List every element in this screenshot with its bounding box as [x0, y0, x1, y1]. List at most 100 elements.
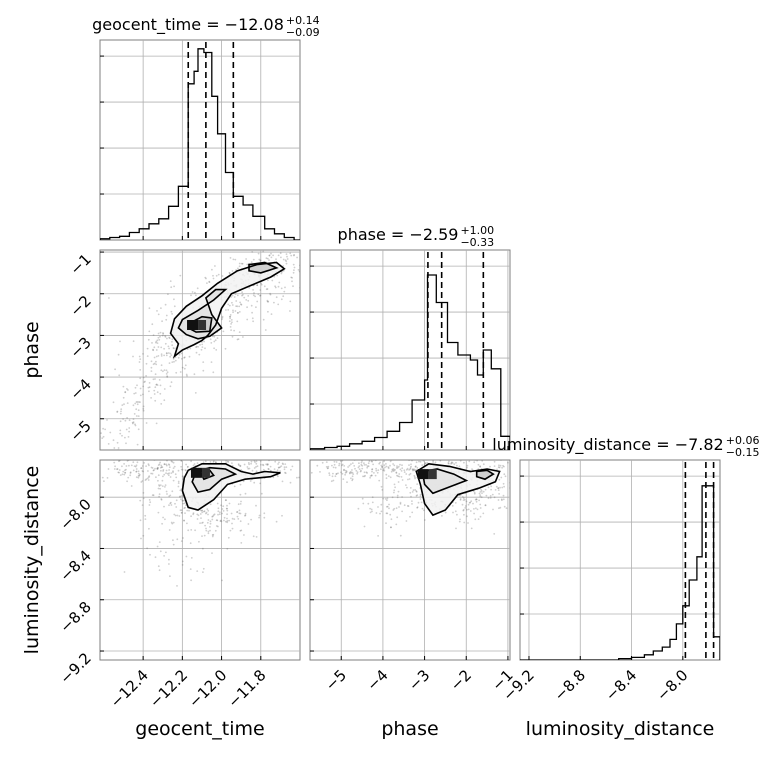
sample-point: [149, 501, 152, 504]
sample-point: [250, 460, 253, 463]
sample-point: [393, 491, 395, 494]
sample-point: [358, 465, 361, 467]
sample-point: [284, 259, 287, 262]
sample-point: [204, 276, 207, 279]
sample-point: [299, 292, 300, 295]
sample-point: [504, 475, 507, 478]
sample-point: [279, 466, 282, 468]
sample-point: [422, 460, 425, 462]
sample-point: [148, 476, 150, 478]
sample-point: [226, 460, 229, 463]
sample-point: [135, 476, 138, 479]
sample-point: [447, 457, 449, 459]
sample-point: [357, 466, 360, 469]
sample-point: [170, 354, 173, 356]
panel-phase-vs-luminosity_distance: [309, 459, 511, 661]
sample-point: [160, 466, 163, 468]
sample-point: [239, 520, 242, 523]
sample-point: [335, 473, 338, 475]
sample-point: [259, 260, 262, 262]
sample-point: [361, 460, 363, 462]
sample-point: [165, 490, 168, 493]
sample-point: [135, 415, 138, 417]
sample-point: [388, 507, 390, 510]
sample-point: [250, 261, 253, 263]
sample-point: [180, 540, 183, 542]
sample-point: [142, 393, 144, 396]
sample-point: [473, 508, 475, 510]
sample-point: [495, 485, 498, 488]
sample-point: [194, 392, 197, 394]
sample-point: [479, 495, 482, 498]
sample-point: [415, 490, 418, 493]
sample-point: [177, 356, 180, 359]
sample-point: [240, 542, 243, 544]
sample-point: [229, 529, 232, 532]
sample-point: [260, 492, 263, 495]
sample-point: [481, 460, 484, 462]
sample-point: [116, 411, 119, 413]
sample-point: [117, 449, 120, 450]
sample-point: [211, 335, 214, 338]
sample-point: [441, 515, 443, 517]
sample-point: [395, 507, 398, 510]
sample-point: [205, 511, 208, 514]
sample-point: [117, 447, 120, 449]
sample-point: [170, 460, 173, 462]
sample-point: [139, 369, 142, 371]
sample-point: [455, 527, 457, 530]
sample-point: [350, 477, 352, 480]
sample-point: [174, 514, 177, 517]
sample-point: [132, 461, 135, 464]
sample-point: [476, 460, 478, 462]
sample-point: [392, 509, 395, 511]
sample-point: [116, 410, 119, 413]
sample-point: [249, 453, 251, 455]
sample-point: [330, 480, 333, 483]
sample-point: [185, 463, 188, 466]
sample-point: [460, 458, 462, 460]
sample-point: [180, 357, 183, 360]
sample-point: [399, 534, 402, 537]
sample-point: [463, 461, 465, 464]
sample-point: [159, 484, 162, 486]
sample-point: [142, 405, 145, 408]
sample-point: [225, 309, 227, 311]
sample-point: [129, 474, 132, 477]
sample-point: [345, 470, 348, 473]
sample-point: [162, 332, 164, 334]
sample-point: [503, 505, 506, 508]
sample-point: [147, 479, 150, 481]
sample-point: [226, 509, 229, 512]
sample-point: [203, 510, 206, 512]
sample-point: [171, 461, 174, 463]
sample-point: [493, 496, 496, 499]
sample-point: [325, 466, 328, 468]
sample-point: [121, 465, 123, 468]
sample-point: [238, 265, 241, 268]
sample-point: [159, 458, 161, 460]
sample-point: [273, 301, 275, 304]
sample-point: [243, 296, 246, 299]
sample-point: [248, 287, 251, 289]
sample-point: [152, 494, 155, 497]
sample-point: [267, 310, 269, 313]
sample-point: [241, 291, 244, 294]
sample-point: [270, 256, 273, 259]
sample-point: [388, 503, 390, 506]
sample-point: [228, 272, 231, 275]
y-tick-label: −2: [66, 292, 94, 320]
sample-point: [269, 293, 272, 296]
sample-point: [163, 505, 165, 508]
sample-point: [294, 246, 296, 248]
sample-point: [447, 462, 450, 464]
sample-point: [281, 271, 283, 273]
sample-point: [156, 467, 159, 470]
sample-point: [289, 252, 292, 255]
sample-point: [252, 289, 255, 291]
sample-point: [212, 533, 215, 536]
sample-point: [157, 313, 160, 316]
sample-point: [432, 461, 434, 463]
sample-point: [375, 460, 377, 461]
sample-point: [334, 466, 337, 469]
